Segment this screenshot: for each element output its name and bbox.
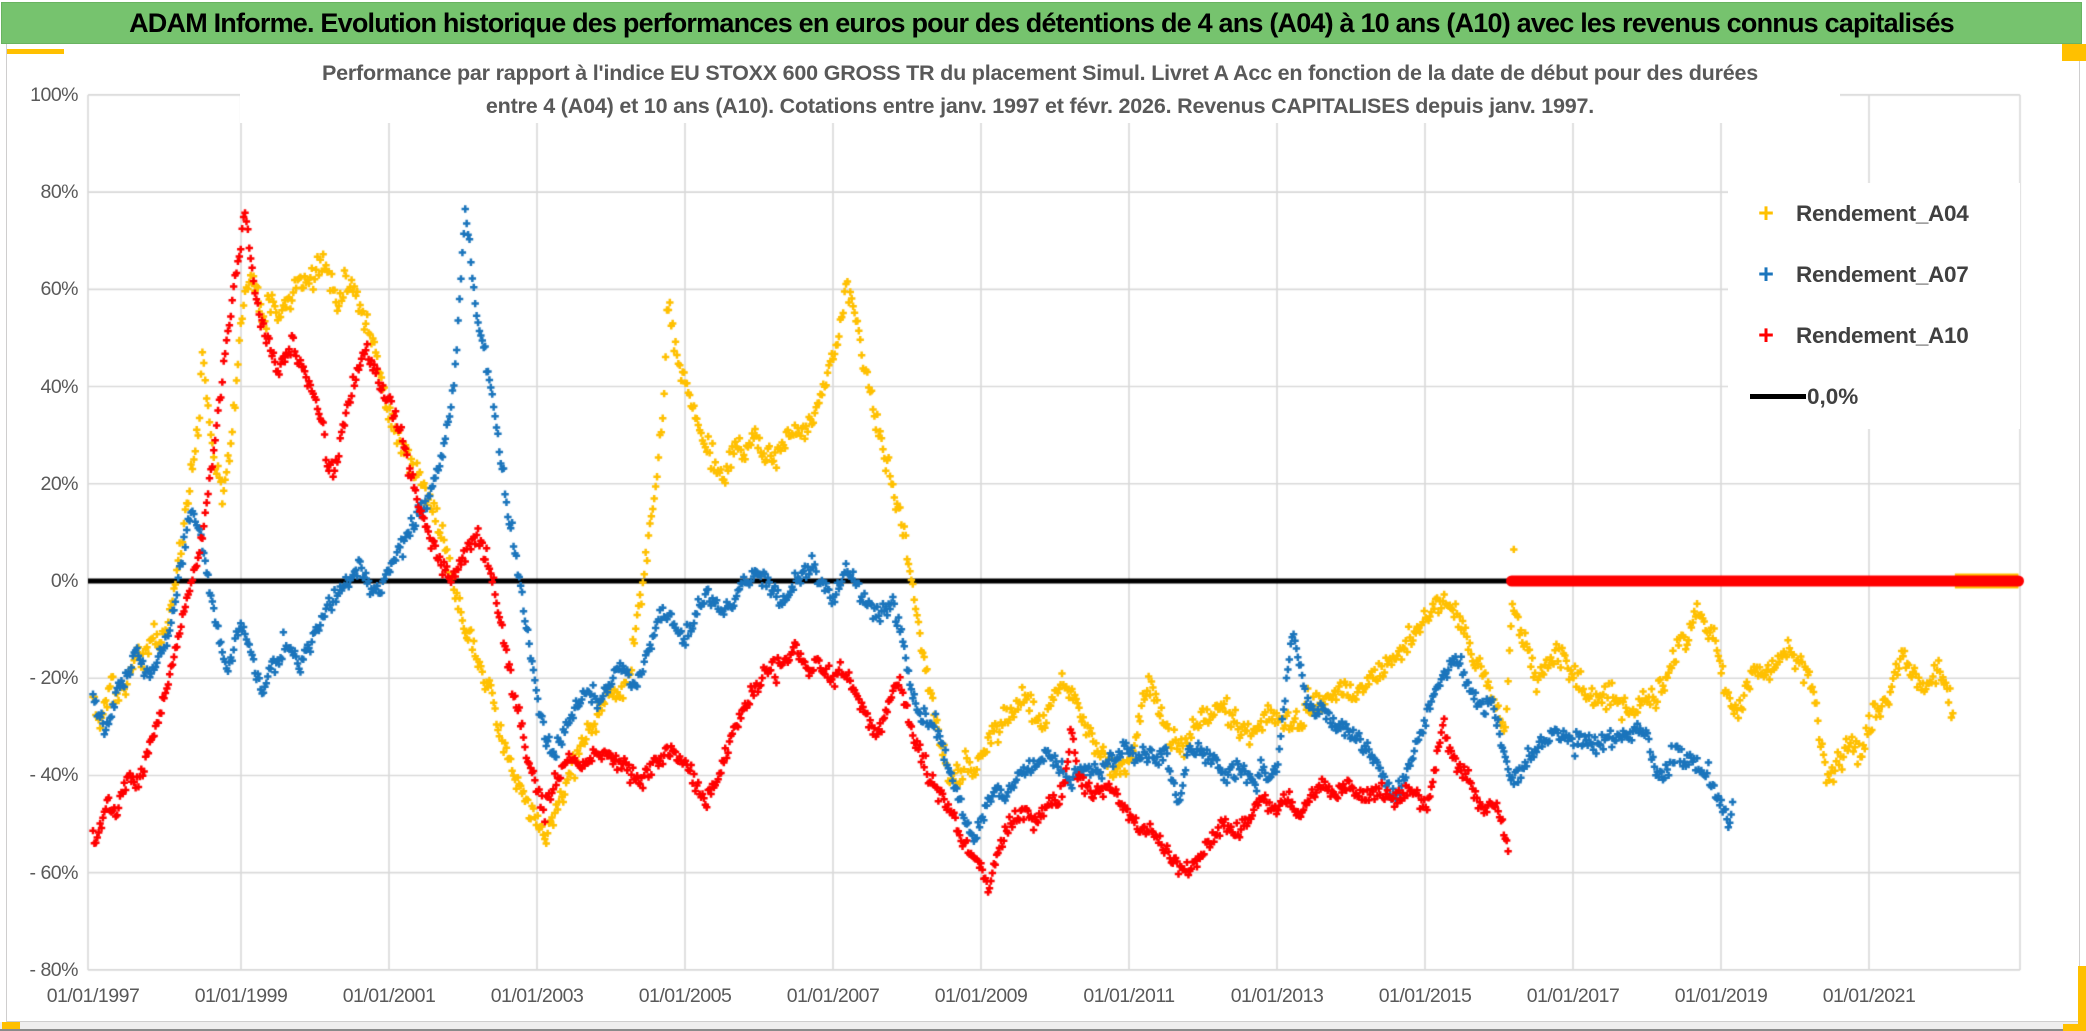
zero-line-swatch	[1750, 394, 1806, 399]
y-axis-label: - 40%	[29, 764, 79, 787]
legend-label: 0,0%	[1807, 383, 1859, 409]
header-accent-corner	[2062, 44, 2086, 61]
y-axis-label: 80%	[40, 181, 78, 204]
right-edge-accent	[2078, 966, 2086, 1031]
bottom-scrollbar-area	[0, 1022, 2086, 1031]
x-axis-label: 01/01/2009	[934, 985, 1028, 1007]
x-axis-label: 01/01/2013	[1230, 985, 1324, 1007]
x-axis-label: 01/01/1999	[194, 985, 288, 1007]
report-header-title: ADAM Informe. Evolution historique des p…	[129, 7, 1955, 38]
chart-title: Performance par rapport à l'indice EU ST…	[240, 57, 1840, 123]
chart-legend: + Rendement_A04 + Rendement_A07 + Rendem…	[1728, 183, 2020, 429]
x-axis-label: 01/01/2005	[638, 985, 732, 1007]
x-axis-label: 01/01/1997	[46, 985, 140, 1007]
x-axis-label: 01/01/2015	[1378, 985, 1472, 1007]
plus-marker-icon: +	[1758, 198, 1774, 228]
y-axis-label: 100%	[30, 83, 78, 106]
legend-label: Rendement_A04	[1796, 200, 1969, 226]
x-axis-label: 01/01/2021	[1822, 985, 1916, 1007]
y-axis-label: 60%	[40, 278, 78, 301]
chart-title-line2: entre 4 (A04) et 10 ans (A10). Cotations…	[485, 94, 1595, 118]
y-axis-label: 0%	[50, 570, 79, 592]
legend-label: Rendement_A07	[1796, 261, 1969, 287]
header-accent-left	[7, 49, 64, 54]
legend-label: Rendement_A10	[1796, 322, 1969, 348]
y-axis-label: - 80%	[29, 958, 79, 981]
y-axis-label: 40%	[40, 375, 78, 398]
y-axis-label: 20%	[40, 472, 78, 495]
x-axis-label: 01/01/2011	[1083, 985, 1175, 1007]
legend-item-rendement-a07: + Rendement_A07	[1728, 244, 2020, 305]
bottom-accent-right	[2063, 1024, 2086, 1031]
x-axis-label: 01/01/2017	[1526, 985, 1620, 1007]
legend-item-rendement-a04: + Rendement_A04	[1728, 183, 2020, 244]
x-axis-label: 01/01/2019	[1674, 985, 1768, 1007]
x-axis-label: 01/01/2003	[490, 985, 584, 1007]
plus-marker-icon: +	[1758, 259, 1774, 289]
chart-title-line1: Performance par rapport à l'indice EU ST…	[321, 61, 1759, 85]
legend-item-rendement-a10: + Rendement_A10	[1728, 305, 2020, 366]
y-axis-label: - 60%	[29, 861, 79, 884]
report-header: ADAM Informe. Evolution historique des p…	[1, 2, 2082, 44]
y-axis-label: - 20%	[29, 667, 79, 690]
legend-item-zero-line: 0,0%	[1728, 366, 2020, 427]
x-axis-label: 01/01/2001	[342, 985, 436, 1007]
bottom-accent-left	[2, 1022, 20, 1029]
plus-marker-icon: +	[1758, 320, 1774, 350]
x-axis-label: 01/01/2007	[786, 985, 880, 1007]
